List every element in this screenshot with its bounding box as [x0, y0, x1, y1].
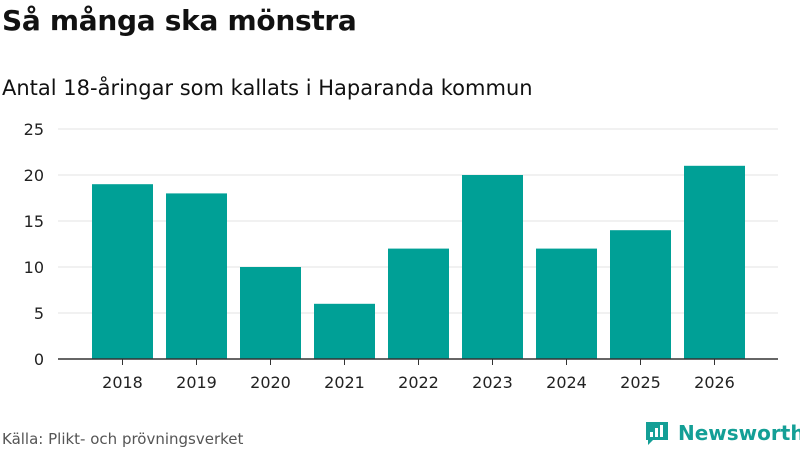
bar [92, 184, 153, 359]
x-tick-label: 2022 [398, 373, 439, 392]
bar [610, 230, 671, 359]
x-tick-label: 2021 [324, 373, 365, 392]
x-tick-label: 2026 [694, 373, 735, 392]
bar [388, 248, 449, 359]
x-tick-label: 2025 [620, 373, 661, 392]
x-tick-label: 2024 [546, 373, 587, 392]
x-tick-label: 2018 [102, 373, 143, 392]
brand-name: Newsworthy [678, 421, 800, 445]
brand-logo: Newsworthy [644, 420, 800, 446]
y-tick-label: 15 [24, 212, 44, 231]
y-tick-label: 20 [24, 166, 44, 185]
source-note: Källa: Plikt- och prövningsverket [2, 430, 244, 448]
bar-chart-speech-bubble-icon [646, 422, 668, 445]
x-tick-label: 2020 [250, 373, 291, 392]
y-tick-label: 0 [34, 350, 44, 369]
y-tick-label: 25 [24, 120, 44, 139]
bar [536, 248, 597, 359]
bar [240, 267, 301, 359]
chart-title: Så många ska mönstra [2, 4, 357, 37]
x-tick-label: 2019 [176, 373, 217, 392]
bar [684, 165, 745, 359]
bar [462, 175, 523, 359]
y-tick-label: 10 [24, 258, 44, 277]
bar [314, 303, 375, 359]
bar [166, 193, 227, 359]
y-tick-label: 5 [34, 304, 44, 323]
chart-subtitle: Antal 18-åringar som kallats i Haparanda… [2, 76, 533, 100]
x-tick-label: 2023 [472, 373, 513, 392]
